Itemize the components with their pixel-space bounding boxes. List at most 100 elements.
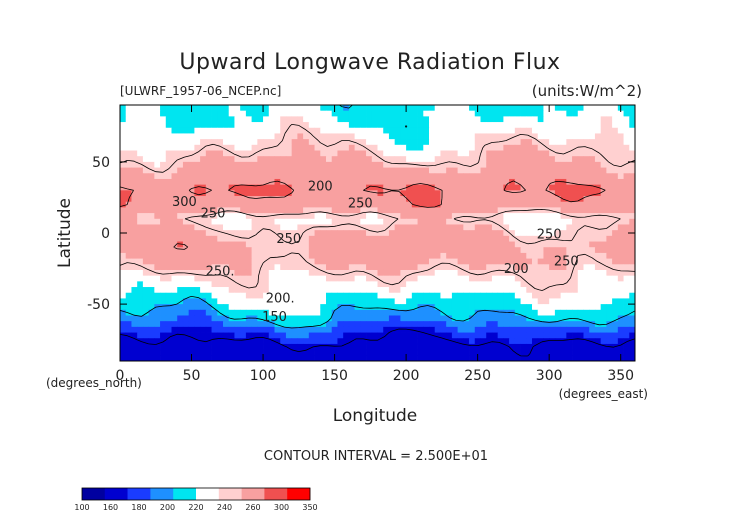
- heatmap-cell: [537, 161, 544, 168]
- heatmap-cell: [217, 178, 224, 186]
- heatmap-cell: [308, 355, 315, 362]
- heatmap-cell: [429, 116, 436, 123]
- heatmap-cell: [526, 116, 533, 123]
- heatmap-cell: [165, 178, 172, 186]
- heatmap-cell: [589, 281, 596, 288]
- heatmap-cell: [371, 264, 378, 271]
- heatmap-cell: [182, 122, 190, 129]
- heatmap-cell: [326, 161, 333, 168]
- heatmap-cell: [263, 230, 270, 237]
- heatmap-cell: [200, 321, 207, 328]
- heatmap-cell: [491, 161, 499, 168]
- heatmap-cell: [400, 133, 407, 140]
- heatmap-cell: [320, 349, 327, 356]
- heatmap-cell: [200, 207, 207, 214]
- heatmap-cell: [520, 315, 527, 322]
- heatmap-cell: [594, 167, 602, 174]
- contour-line: [119, 180, 606, 250]
- heatmap-cell: [223, 355, 230, 362]
- heatmap-cell: [383, 144, 390, 151]
- heatmap-cell: [429, 230, 436, 237]
- heatmap-cell: [400, 207, 407, 214]
- heatmap-cell: [205, 241, 212, 248]
- heatmap-cell: [463, 343, 470, 351]
- colorbar-label: 160: [103, 503, 118, 512]
- heatmap-cell: [554, 178, 562, 186]
- heatmap-cell: [423, 201, 430, 208]
- heatmap-cell: [211, 338, 218, 345]
- heatmap-cell: [205, 201, 212, 208]
- heatmap-cell: [165, 252, 172, 259]
- heatmap-cell: [148, 133, 155, 140]
- heatmap-cell: [142, 281, 150, 288]
- heatmap-cell: [142, 287, 150, 294]
- heatmap-cell: [131, 349, 138, 356]
- heatmap-cell: [514, 269, 521, 277]
- heatmap-cell: [160, 161, 167, 168]
- heatmap-cell: [469, 196, 476, 203]
- heatmap-cell: [440, 287, 447, 294]
- heatmap-cell: [211, 110, 218, 117]
- heatmap-cell: [131, 122, 138, 129]
- heatmap-cell: [606, 105, 613, 112]
- heatmap-cell: [280, 332, 287, 339]
- heatmap-cell: [497, 139, 504, 146]
- heatmap-cell: [194, 343, 201, 351]
- heatmap-cell: [274, 150, 281, 157]
- heatmap-cell: [543, 196, 550, 203]
- heatmap-cell: [188, 275, 195, 282]
- heatmap-cell: [629, 326, 636, 333]
- heatmap-cell: [337, 287, 344, 294]
- heatmap-cell: [623, 287, 630, 294]
- heatmap-cell: [623, 139, 630, 146]
- heatmap-cell: [589, 139, 596, 146]
- heatmap-cell: [251, 224, 258, 231]
- heatmap-cell: [497, 287, 504, 294]
- heatmap-cell: [623, 190, 630, 197]
- heatmap-cell: [240, 332, 247, 339]
- heatmap-cell: [348, 201, 356, 208]
- heatmap-cell: [400, 332, 407, 339]
- heatmap-cell: [182, 218, 190, 225]
- heatmap-cell: [577, 258, 584, 265]
- heatmap-cell: [240, 304, 247, 311]
- heatmap-cell: [320, 122, 327, 129]
- heatmap-cell: [480, 173, 487, 180]
- heatmap-cell: [200, 105, 207, 112]
- heatmap-cell: [526, 196, 533, 203]
- heatmap-cell: [131, 287, 138, 294]
- heatmap-cell: [171, 298, 178, 305]
- heatmap-cell: [240, 105, 247, 112]
- heatmap-cell: [497, 218, 504, 225]
- heatmap-cell: [560, 190, 567, 197]
- heatmap-cell: [440, 127, 447, 134]
- heatmap-cell: [177, 173, 184, 180]
- heatmap-cell: [566, 349, 573, 356]
- heatmap-cell: [297, 355, 304, 362]
- heatmap-cell: [354, 321, 361, 328]
- heatmap-cell: [303, 315, 310, 322]
- heatmap-cell: [331, 201, 338, 208]
- heatmap-cell: [520, 196, 527, 203]
- heatmap-cell: [383, 275, 390, 282]
- heatmap-cell: [549, 184, 556, 191]
- heatmap-cell: [566, 184, 573, 191]
- heatmap-cell: [165, 161, 172, 168]
- heatmap-cell: [417, 184, 424, 191]
- heatmap-cell: [583, 196, 590, 203]
- heatmap-cell: [600, 309, 607, 316]
- heatmap-cell: [543, 247, 550, 254]
- heatmap-cell: [297, 247, 304, 254]
- heatmap-cell: [211, 304, 218, 311]
- heatmap-cell: [337, 201, 344, 208]
- heatmap-cell: [411, 332, 418, 339]
- heatmap-cell: [194, 201, 201, 208]
- heatmap-cell: [194, 230, 201, 237]
- heatmap-cell: [337, 110, 344, 117]
- heatmap-cell: [509, 127, 516, 134]
- heatmap-cell: [257, 326, 264, 333]
- heatmap-cell: [234, 321, 241, 328]
- heatmap-cell: [120, 156, 127, 163]
- heatmap-cell: [257, 178, 264, 186]
- heatmap-cell: [612, 309, 619, 316]
